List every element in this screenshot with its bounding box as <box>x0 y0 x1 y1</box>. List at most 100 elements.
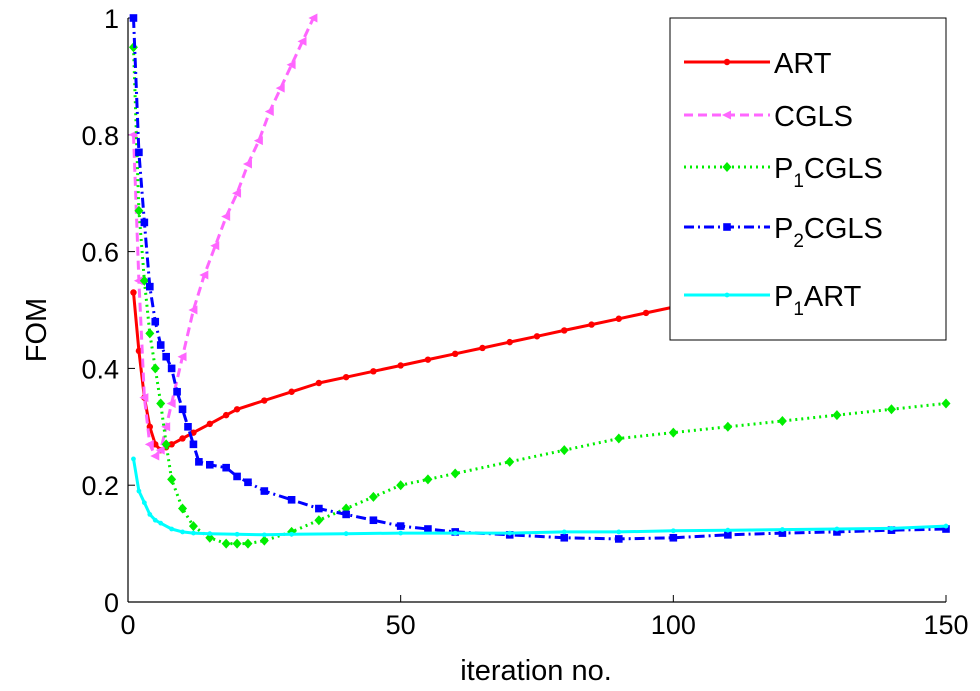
data-point-p1cgls <box>205 532 215 543</box>
data-point-art <box>561 327 568 334</box>
data-point-art <box>130 289 137 296</box>
legend-label-main: P <box>774 213 793 245</box>
data-point-art <box>288 388 295 395</box>
data-point-p1cgls <box>188 521 198 532</box>
data-point-art <box>206 420 213 428</box>
data-point-p2cgls <box>173 387 181 396</box>
legend-label-subscript: 2 <box>793 231 804 252</box>
data-point-p2cgls <box>615 535 623 543</box>
legend-marker-p1cgls <box>722 162 732 172</box>
data-point-p2cgls <box>140 218 149 227</box>
data-point-p1art <box>136 488 142 494</box>
data-point-p2cgls <box>244 478 252 487</box>
y-tick-label: 0.8 <box>81 121 119 151</box>
data-point-p2cgls <box>195 458 203 466</box>
data-point-p1art <box>670 528 676 534</box>
data-point-p1art <box>191 530 196 536</box>
data-point-p1cgls <box>145 328 155 339</box>
data-point-cgls <box>275 83 285 93</box>
data-point-p2cgls <box>424 525 432 533</box>
data-point-p1cgls <box>723 421 733 432</box>
data-point-p2cgls <box>167 364 176 373</box>
data-point-art <box>533 333 541 340</box>
data-point-art <box>261 397 268 404</box>
data-point-art <box>642 309 650 317</box>
data-point-p2cgls <box>135 148 143 157</box>
data-point-p1cgls <box>832 410 842 421</box>
data-point-p2cgls <box>129 14 138 22</box>
series-p1art <box>131 456 949 538</box>
legend-entry-p2cgls: P2CGLS <box>684 213 883 252</box>
data-point-p2cgls <box>369 516 378 525</box>
series-line-cgls <box>132 17 315 458</box>
legend-label-main: CGLS <box>774 101 853 133</box>
series-line-art <box>132 292 674 452</box>
data-point-art <box>452 350 459 357</box>
data-point-art <box>233 406 241 413</box>
data-point-p1art <box>169 526 175 532</box>
data-point-p1art <box>152 517 158 523</box>
y-axis-label: FOM <box>21 298 53 362</box>
data-point-art <box>615 315 622 322</box>
x-tick-label: 150 <box>923 610 968 640</box>
data-point-p1art <box>158 520 164 526</box>
legend-label-tail: CGLS <box>804 213 883 245</box>
data-point-p1cgls <box>777 415 787 426</box>
data-point-art <box>179 435 186 442</box>
legend-label-subscript: 1 <box>793 299 804 320</box>
legend-label-subscript: 1 <box>793 171 804 192</box>
data-point-art <box>479 344 486 352</box>
y-tick-label: 0.6 <box>81 238 119 268</box>
data-point-art <box>397 362 404 369</box>
data-point-p1art <box>834 526 840 532</box>
data-point-p2cgls <box>146 282 154 291</box>
data-point-cgls <box>150 451 160 461</box>
data-point-p1cgls <box>178 503 188 514</box>
data-point-p1cgls <box>243 538 253 549</box>
data-point-p2cgls <box>287 496 296 504</box>
data-point-p1art <box>289 531 294 537</box>
data-point-p1cgls <box>450 468 460 479</box>
data-point-p1art <box>561 529 567 535</box>
data-point-p2cgls <box>189 440 198 449</box>
data-point-art <box>168 441 175 448</box>
data-point-cgls <box>139 393 149 403</box>
data-point-p1art <box>616 529 622 535</box>
data-point-cgls <box>242 159 252 169</box>
data-point-p2cgls <box>342 510 350 519</box>
data-point-p1cgls <box>161 439 171 450</box>
data-point-p1cgls <box>150 363 160 374</box>
data-point-p1cgls <box>259 535 269 546</box>
data-point-cgls <box>144 439 154 449</box>
legend-entry-p1cgls: P1CGLS <box>684 153 883 192</box>
data-point-cgls <box>155 445 165 455</box>
legend-marker-cgls <box>722 110 731 120</box>
legend-entry-art: ART <box>684 48 832 80</box>
x-tick-label: 50 <box>386 610 416 640</box>
data-point-p2cgls <box>156 341 165 349</box>
y-tick-label: 0.4 <box>81 354 119 384</box>
data-point-p2cgls <box>178 405 187 414</box>
legend-marker-art <box>723 58 731 66</box>
data-point-p1art <box>131 456 136 462</box>
legend-label-p2cgls: P2CGLS <box>774 213 883 252</box>
data-point-p1art <box>780 527 785 532</box>
data-point-p1cgls <box>886 404 896 415</box>
x-tick-label: 100 <box>651 610 696 640</box>
data-point-p1cgls <box>368 491 378 502</box>
data-point-cgls <box>188 305 198 315</box>
data-point-p1art <box>343 531 349 537</box>
data-point-p1art <box>207 531 213 537</box>
data-point-art <box>506 338 513 346</box>
data-point-p2cgls <box>396 522 405 530</box>
data-point-p2cgls <box>162 352 170 361</box>
data-point-p2cgls <box>260 487 269 495</box>
data-point-p1art <box>943 523 949 529</box>
legend-box <box>669 17 947 341</box>
data-point-cgls <box>161 422 171 432</box>
legend-marker-p1art <box>724 292 730 298</box>
x-axis-label: iteration no. <box>460 655 612 687</box>
data-point-p2cgls <box>222 463 230 472</box>
